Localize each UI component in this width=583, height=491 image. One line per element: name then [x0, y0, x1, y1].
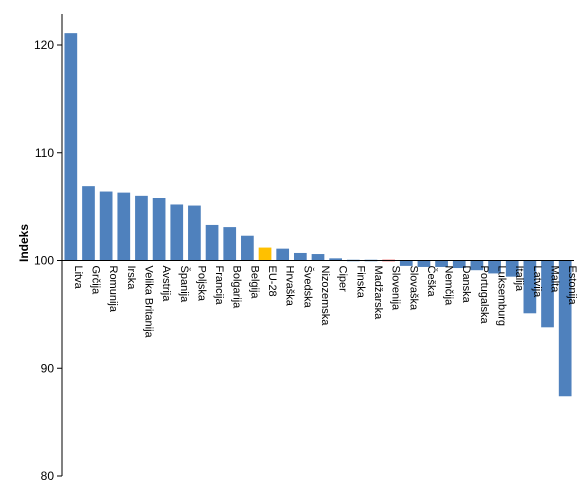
bar-hrvaška: [276, 248, 290, 261]
category-label: Belgija: [248, 266, 260, 300]
category-label: Velika Britanija: [142, 266, 154, 339]
category-label: Latvija: [531, 266, 543, 299]
y-axis-label: Indeks: [17, 224, 31, 262]
bar-malta: [541, 260, 554, 328]
bars: [64, 33, 572, 397]
category-label: Madžarska: [372, 266, 384, 321]
category-label: Italija: [513, 266, 525, 293]
y-tick-label: 90: [41, 361, 55, 375]
category-label: Luksemburg: [496, 266, 508, 327]
bar-poljska: [188, 205, 201, 261]
bar-velika-britanija: [135, 195, 148, 261]
bar-španija: [170, 204, 184, 261]
bar-irska: [117, 192, 131, 261]
bar-portugalska: [470, 260, 484, 271]
category-label: Malta: [549, 266, 561, 294]
category-label: Litva: [72, 266, 84, 290]
bar-eu-28: [258, 247, 272, 261]
category-label: Švedska: [301, 266, 314, 309]
category-label: Avstrija: [160, 266, 172, 303]
y-tick-label: 120: [34, 38, 54, 52]
category-label: Finska: [354, 266, 366, 299]
category-label: Hrvaška: [284, 266, 296, 307]
bar-luksemburg: [488, 260, 501, 274]
bar-litva: [64, 33, 78, 261]
category-label: Danska: [460, 266, 472, 304]
category-label: Francija: [213, 266, 225, 306]
category-label: Grčija: [90, 266, 102, 296]
category-label: Portugalska: [478, 266, 490, 325]
category-label: Nizozemska: [319, 266, 331, 327]
bar-romunija: [99, 191, 113, 261]
bar-estonija: [558, 260, 572, 397]
bar-češka: [417, 260, 431, 267]
bar-belgija: [241, 235, 254, 261]
category-label: Slovaška: [407, 266, 419, 312]
y-tick-label: 110: [35, 146, 54, 160]
category-label: Nemčija: [443, 266, 455, 307]
category-label: Bolgarija: [231, 266, 243, 310]
category-labels: Litva Grčija Romunija Irska Velika Britanija…: [72, 266, 578, 339]
bar-francija: [205, 224, 219, 261]
category-label: Estonija: [566, 266, 578, 306]
category-label: Irska: [125, 266, 137, 291]
category-label: Češka: [425, 266, 438, 298]
bar-ciper: [329, 258, 343, 261]
category-label: Španija: [178, 266, 191, 304]
bar-bolgarija: [223, 227, 237, 261]
category-label: EU-28: [266, 266, 278, 297]
y-tick-label: 100: [34, 254, 54, 268]
y-tick-label: 80: [41, 469, 55, 483]
bar-latvija: [523, 260, 537, 314]
bar-švedska: [293, 252, 307, 261]
bar-slovaška: [399, 260, 413, 266]
y-axis: 80 90 100 110 120: [34, 14, 63, 483]
bar-avstrija: [152, 198, 166, 261]
category-label: Ciper: [337, 266, 349, 293]
category-label: Poljska: [195, 266, 207, 302]
bar-nemčija: [435, 260, 448, 267]
bar-italija: [505, 260, 519, 277]
bar-nizozemska: [311, 254, 325, 261]
bar-danska: [452, 260, 466, 269]
category-label: Romunija: [107, 266, 119, 313]
bar-grčija: [82, 186, 95, 261]
category-label: Slovenija: [390, 266, 402, 312]
